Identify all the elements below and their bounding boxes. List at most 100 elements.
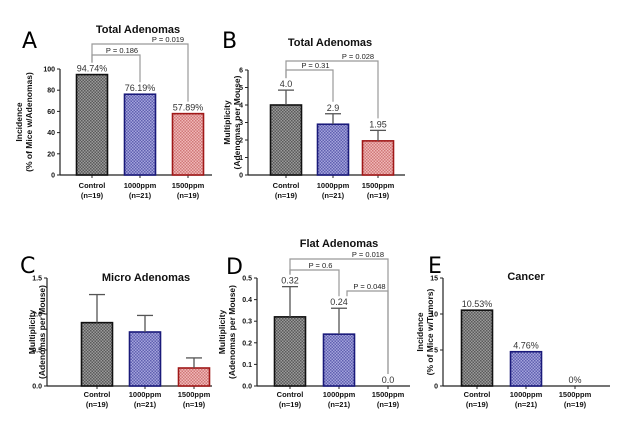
panel-letter-a: A [22,29,37,54]
panel-a-ytick-label: 60 [47,109,55,116]
panel-b-data-label-1000ppm: 2.9 [327,103,340,113]
panel-e-category-n: (n=19) [564,400,587,409]
panel-c-bar-1500ppm [177,367,211,387]
panel-c-category-n: (n=19) [86,400,109,409]
panel-e-category-n: (n=19) [466,400,489,409]
panel-d-ytick-label: 0.1 [242,362,252,369]
panel-a-p-value: P = 0.019 [152,35,184,44]
panel-d-p-value: P = 0.048 [353,282,385,291]
panel-a-data-label-1000ppm: 76.19% [125,83,156,93]
panel-e-y-label-line2: (% of Mice w/Tumors) [425,288,435,375]
panel-a-data-label-control: 94.74% [77,64,108,74]
panel-a-y-label: Incidence (% of Mice w/Adenomas) [14,72,34,172]
panel-d-title: Flat Adenomas [300,238,378,250]
panel-d-y-label: Multiplicity (Adenomas per Mouse) [217,285,237,379]
panel-a-category-label: 1500ppm [172,181,205,190]
panel-d-ytick-label: 0.0 [242,384,252,391]
panel-e-data-label-control: 10.53% [462,299,493,309]
panel-a-category-n: (n=19) [81,191,104,200]
panel-e: E Cancer 0 5 10 15 Incidence (% of Mice w/Tum… [415,254,610,409]
panel-e-category-label: 1000ppm [510,390,543,399]
panel-c-category-n: (n=21) [134,400,157,409]
panel-a: A Total Adenomas 0 20 40 60 80 100 Incidence (%… [14,24,212,200]
panel-c-ytick-label: 1.0 [32,312,42,319]
panel-letter-d: D [226,255,243,280]
panel-a-plot: 0 20 40 60 80 100 Incidence (% of Mice w/Adenom… [14,35,212,200]
panel-b-bar-control [269,104,303,176]
panel-e-bar-1000ppm [509,350,543,387]
panel-b-ytick-label: 3 [239,120,243,127]
panel-b-y-label-line2: (Adenomas per Mouse) [232,75,242,169]
panel-d-bar-1000ppm [322,333,356,387]
panel-b-title: Total Adenomas [288,37,372,49]
panel-a-title: Total Adenomas [96,24,180,36]
panel-a-ytick-label: 100 [43,67,55,74]
panel-d-p-value: P = 0.018 [352,250,384,259]
panel-d-data-label-1000ppm: 0.24 [330,297,348,307]
panel-b-ytick-label: 5 [239,85,243,92]
panel-d-p-value: P = 0.6 [309,261,333,270]
panel-a-category-label: 1000ppm [124,181,157,190]
panel-b-y-label-line1: Multiplicity [222,100,232,145]
panel-letter-c: C [20,254,35,279]
panel-c: C Micro Adenomas 0.0 0.5 1.0 1.5 Multiplicit… [20,254,212,409]
panel-c-bar-1000ppm [128,331,162,387]
panel-a-bar-control [75,73,109,176]
panel-d-category-label: 1500ppm [372,390,405,399]
panel-e-category-label: Control [464,390,491,399]
panel-d-ytick-label: 0.2 [242,340,252,347]
panel-d-bar-control [273,316,307,387]
panel-d-y-label-line1: Multiplicity [217,310,227,355]
panel-e-data-label-1500ppm: 0% [568,375,581,385]
panel-c-ytick-label: 0.5 [32,348,42,355]
panel-e-data-label-1000ppm: 4.76% [513,341,539,351]
panel-d-comparison-bracket [346,290,389,374]
panel-c-category-n: (n=19) [183,400,206,409]
panel-b-p-value: P = 0.028 [342,52,374,61]
panel-c-y-label-line2: (Adenomas per Mouse) [37,285,47,379]
panel-c-ytick-label: 1.5 [32,276,42,283]
panel-a-bar-1500ppm [171,112,205,176]
panel-letter-b: B [222,29,237,54]
panel-e-ytick-label: 15 [430,276,438,283]
panel-c-title: Micro Adenomas [102,272,190,284]
panel-b-category-n: (n=21) [322,191,345,200]
panel-a-category-n: (n=21) [129,191,152,200]
panel-b-comparison-bracket [285,69,334,102]
panel-b-data-label-1500ppm: 1.95 [369,119,387,129]
panel-c-y-label-line1: Multiplicity [27,310,37,355]
panel-b-data-label-control: 4.0 [280,79,293,89]
panel-c-plot: 0.0 0.5 1.0 1.5 Multiplicity (Adenomas per Mo… [27,276,212,409]
panel-a-bar-1000ppm [123,93,157,176]
panel-b-comparison-bracket [285,60,379,119]
panel-a-ytick-label: 40 [47,130,55,137]
panel-d-category-n: (n=19) [279,400,302,409]
panel-e-y-label: Incidence (% of Mice w/Tumors) [415,288,435,375]
panel-e-bar-control [460,309,494,387]
panel-letter-e: E [428,254,442,279]
panel-b-p-value: P = 0.31 [301,61,329,70]
panel-e-category-n: (n=21) [515,400,538,409]
panel-c-bar-control [80,321,114,387]
panel-b-ytick-label: 4 [239,103,243,110]
panel-c-y-label: Multiplicity (Adenomas per Mouse) [27,285,47,379]
panel-d-plot: 0.0 0.1 0.2 0.3 0.4 0.5 Multiplicity (Adenomas … [217,250,410,409]
panel-b-y-label: Multiplicity (Adenomas per Mouse) [222,75,242,169]
panel-a-y-label-line2: (% of Mice w/Adenomas) [24,72,34,172]
panel-a-ytick-label: 80 [47,88,55,95]
panel-a-ytick-label: 0 [51,173,55,180]
panel-e-title: Cancer [507,271,545,283]
panel-e-category-label: 1500ppm [559,390,592,399]
panel-b-category-label: Control [273,181,300,190]
panel-b-ytick-label: 1 [239,155,243,162]
panel-d-category-n: (n=21) [328,400,351,409]
panel-a-category-n: (n=19) [177,191,200,200]
panel-d-data-label-control: 0.32 [281,276,299,286]
panel-b-ytick-label: 6 [239,68,243,75]
panel-a-data-label-1500ppm: 57.89% [173,103,204,113]
panel-d-data-label-1500ppm: 0.0 [382,375,395,385]
panel-b-category-n: (n=19) [367,191,390,200]
panel-e-ytick-label: 0 [434,384,438,391]
